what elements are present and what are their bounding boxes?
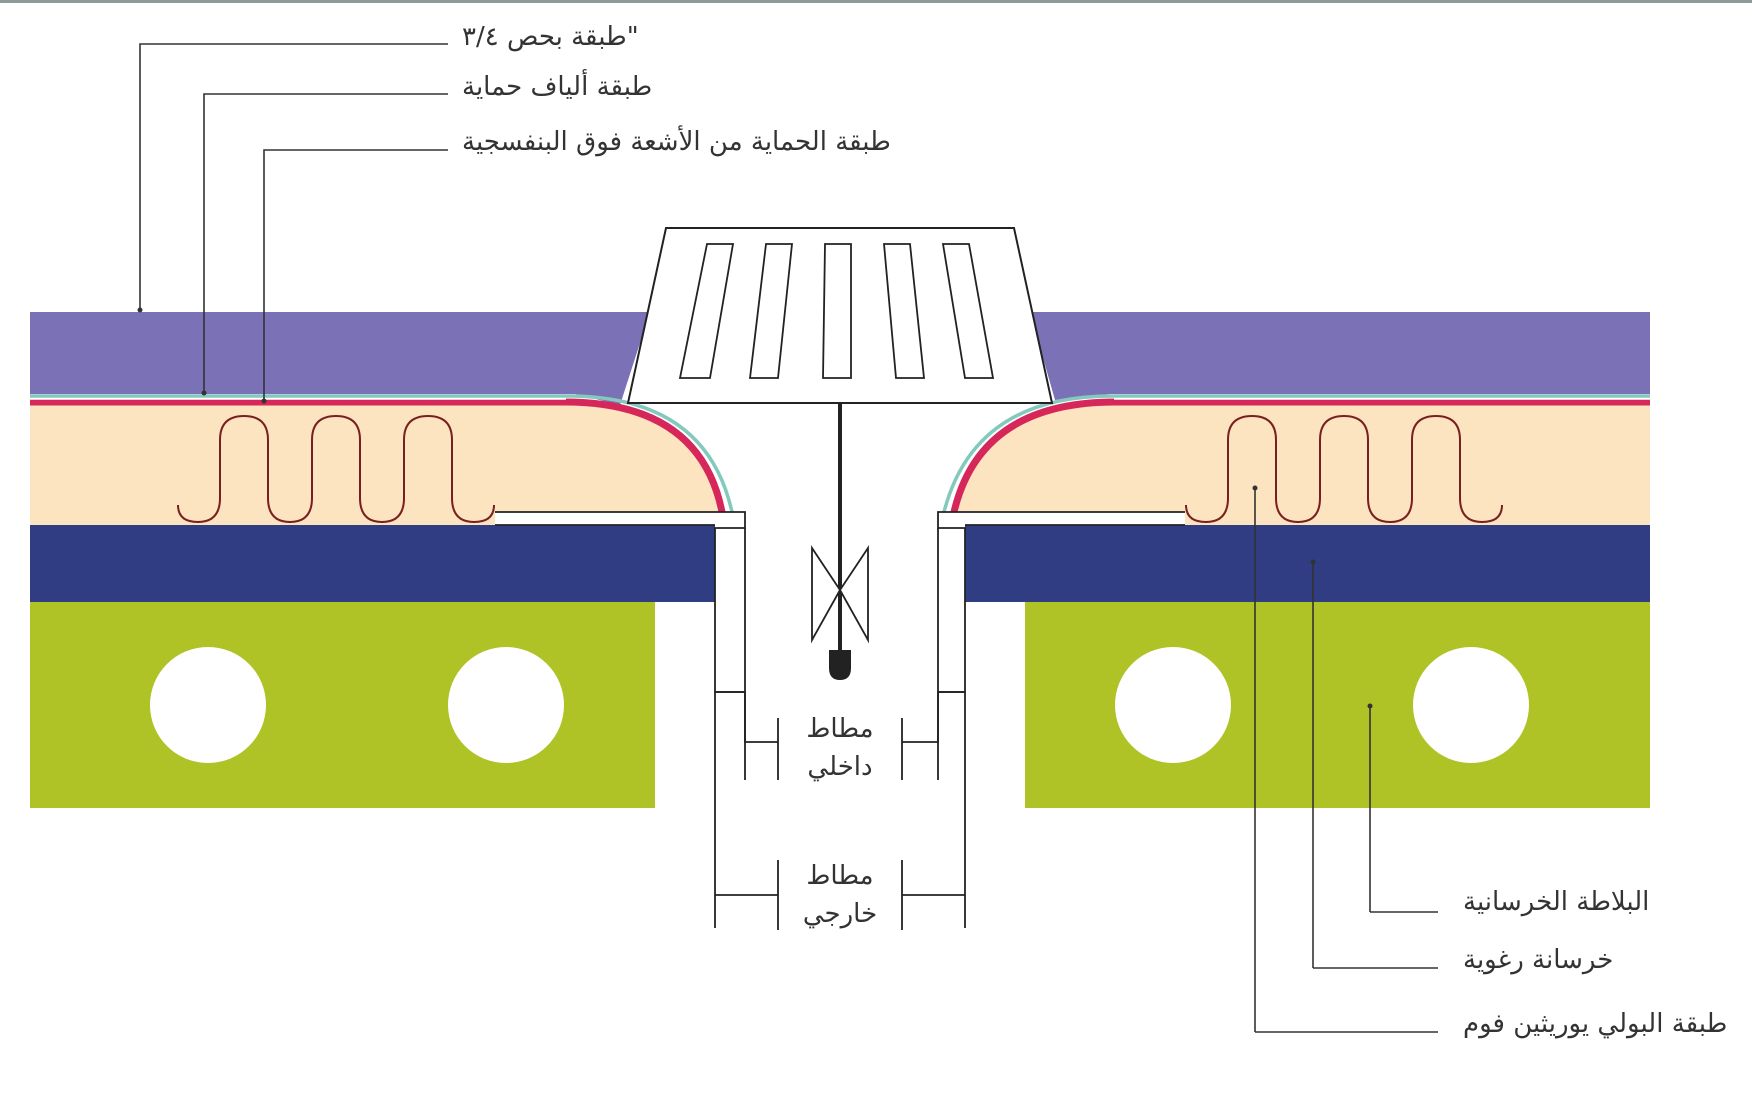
gravel-layer-label: طبقة بحص ٣/٤" (462, 22, 639, 52)
outer-rubber-bracket (714, 692, 966, 930)
grate-slot (748, 243, 793, 379)
outer-rubber-label-1: مطاط (806, 861, 873, 891)
top-border (0, 0, 1752, 3)
inner-rubber-bracket (715, 691, 965, 780)
gravel-layer (30, 312, 1650, 405)
fiber-layer (30, 394, 1650, 513)
drain-rod (811, 403, 869, 680)
concrete-slab (30, 602, 1650, 808)
slab-hole (1115, 647, 1231, 763)
pu-foam-layer (30, 405, 1650, 525)
slab-hole (150, 647, 266, 763)
slab-hole (1413, 647, 1529, 763)
foam-concrete-label: خرسانة رغوية (1463, 945, 1613, 975)
uv-layer (30, 398, 1650, 513)
foam-concrete-layer (30, 525, 1650, 602)
slab-hole (448, 647, 564, 763)
uv-layer-label: طبقة الحماية من الأشعة فوق البنفسجية (462, 124, 891, 157)
heating-coil (177, 414, 1503, 524)
grate-slot (941, 243, 995, 379)
pu-foam-label: طبقة البولي يوريثين فوم (1463, 1009, 1727, 1039)
fiber-layer-label: طبقة ألياف حماية (462, 68, 652, 102)
grate-slot (883, 243, 925, 379)
outer-rubber-label-2: خارجي (803, 899, 877, 929)
grate-slot (822, 243, 852, 379)
leader-lines-left (137, 43, 448, 404)
concrete-slab-label: البلاطة الخرسانية (1463, 887, 1649, 917)
leader-lines-right (1252, 485, 1438, 1033)
grate-slot (678, 243, 735, 379)
inner-rubber-label-1: مطاط (806, 714, 873, 744)
drain-grate (626, 227, 1054, 404)
inner-rubber-label-2: داخلي (807, 752, 872, 782)
